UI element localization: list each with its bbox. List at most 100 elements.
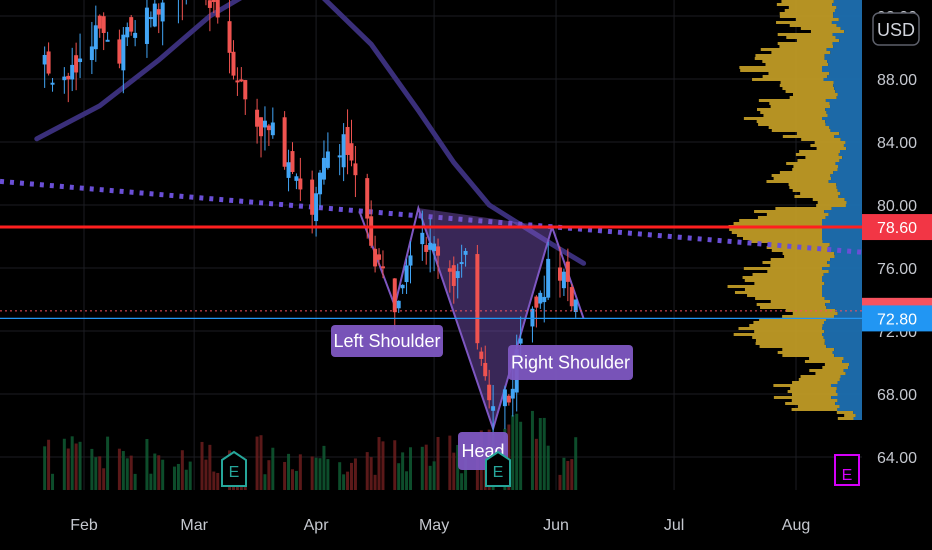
candle-body [432, 243, 437, 252]
volume-profile-bar [837, 165, 862, 168]
volume-profile-bar [795, 153, 839, 156]
price-marker-label[interactable]: 72.80 [877, 311, 917, 328]
volume-profile-bar [838, 18, 862, 21]
candle-body [530, 308, 535, 327]
time-tick-label[interactable]: Jun [543, 517, 569, 534]
volume-profile-bar [822, 69, 862, 72]
candle-body [341, 134, 346, 168]
price-tick-label[interactable]: 76.00 [877, 261, 917, 278]
candle-body [144, 7, 149, 44]
volume-profile-bar [823, 336, 862, 339]
volume-profile-bar [792, 168, 838, 171]
volume-profile-bar [759, 345, 827, 348]
price-axis[interactable]: 64.0068.0072.0076.0080.0084.0088.0092.00… [862, 9, 932, 467]
time-tick-label[interactable]: Jul [664, 517, 684, 534]
volume-bar [507, 424, 511, 490]
volume-profile-bar [785, 402, 836, 405]
currency-button-frame[interactable] [872, 12, 920, 46]
volume-profile-bar [742, 276, 822, 279]
earnings-marker-3[interactable] [834, 454, 860, 486]
candle-body [353, 163, 358, 176]
candle-body [365, 178, 370, 219]
volume-profile-bar [840, 27, 862, 30]
volume-profile-bar [838, 195, 862, 198]
candle-body [231, 51, 236, 76]
price-marker-label[interactable]: 78.60 [877, 220, 917, 237]
volume-profile-bar [835, 309, 862, 312]
currency-button[interactable]: USD [872, 12, 920, 46]
volume-bar [534, 438, 538, 490]
volume-bar [322, 445, 326, 490]
volume-profile-bar [800, 375, 841, 378]
currency-label[interactable]: USD [877, 20, 915, 40]
candle-body [573, 299, 578, 313]
volume-profile-bar [736, 234, 822, 237]
candle-body [321, 157, 326, 180]
volume-profile-bar [738, 327, 822, 330]
candle-body [483, 362, 488, 377]
volume-bar [558, 474, 562, 490]
volume-bar [78, 441, 82, 490]
volume-profile-bar [752, 273, 824, 276]
candle-body [125, 27, 130, 38]
earnings-marker-label[interactable]: E [229, 464, 240, 481]
candle-body [262, 120, 267, 128]
earnings-marker-label[interactable]: E [842, 467, 853, 484]
time-tick-label[interactable]: Feb [70, 517, 98, 534]
volume-profile-bar [845, 141, 862, 144]
volume-profile-bar [836, 96, 862, 99]
volume-bar [562, 457, 566, 490]
earnings-marker-label[interactable]: E [493, 464, 504, 481]
volume-profile-bar [822, 324, 862, 327]
volume-profile-bar [766, 180, 829, 183]
price-tick-label[interactable]: 80.00 [877, 198, 917, 215]
volume-profile-bar [836, 6, 862, 9]
volume-profile-bar [827, 60, 862, 63]
candle-body [227, 21, 232, 53]
earnings-marker-1[interactable] [221, 450, 247, 487]
time-tick-label[interactable]: May [419, 517, 449, 534]
volume-bar [538, 418, 542, 490]
volume-profile-bar [837, 399, 862, 402]
volume-bar [98, 456, 102, 490]
volume-profile-bar [784, 255, 835, 258]
volume-bar [90, 448, 94, 490]
volume-profile-bar [822, 231, 862, 234]
candle-body [78, 58, 83, 63]
volume-profile-bar [837, 312, 862, 315]
volume-profile-bar [800, 27, 841, 30]
candle-body [62, 76, 67, 81]
volume-profile-bar [788, 183, 837, 186]
price-tick-label[interactable]: 64.00 [877, 450, 917, 467]
volume-profile-bar [822, 117, 862, 120]
time-tick-label[interactable]: Aug [782, 517, 810, 534]
time-tick-label[interactable]: Mar [180, 517, 208, 534]
volume-bar [70, 436, 74, 490]
volume-profile-bar [838, 153, 862, 156]
earnings-marker-2[interactable] [485, 450, 511, 487]
volume-profile-bar [782, 315, 835, 318]
volume-profile-bar [781, 0, 834, 3]
candle-body [463, 250, 468, 255]
volume-profile-bar [762, 75, 828, 78]
volume-profile-bar [839, 39, 862, 42]
volume-profile-bar [853, 417, 862, 420]
volume-profile-bar [844, 30, 862, 33]
volume-profile-bar [773, 177, 832, 180]
time-tick-label[interactable]: Apr [304, 517, 330, 534]
time-axis[interactable]: Feb Mar Apr May Jun Jul Aug [70, 517, 810, 534]
price-tick-label[interactable]: 68.00 [877, 387, 917, 404]
volume-profile-bar [779, 171, 834, 174]
price-tick-label[interactable]: 84.00 [877, 135, 917, 152]
candle-body [542, 296, 547, 303]
price-tick-label[interactable]: 88.00 [877, 72, 917, 89]
volume-profile-bar [824, 330, 862, 333]
volume-bar [43, 446, 47, 490]
volume-profile-bar [754, 210, 825, 213]
volume-bar [204, 459, 208, 490]
price-marker-box[interactable] [862, 214, 932, 241]
price-marker-box[interactable] [862, 305, 932, 332]
volume-profile-bar [848, 366, 862, 369]
